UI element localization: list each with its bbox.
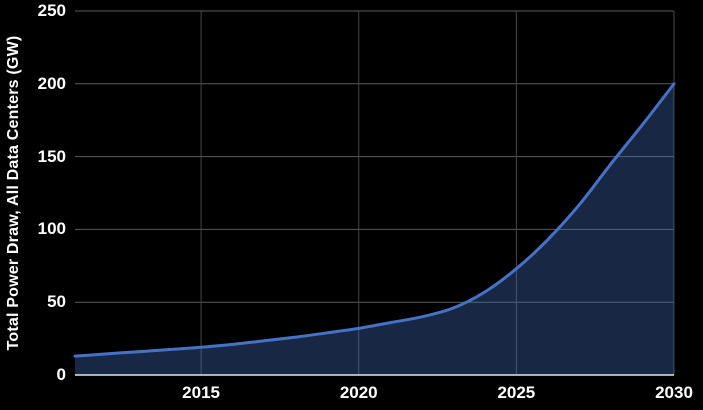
y-tick-label: 100: [37, 219, 66, 239]
x-tick-label: 2030: [655, 383, 693, 402]
y-tick-label: 150: [37, 146, 66, 166]
x-tick-label: 2020: [339, 383, 378, 402]
y-tick-label: 50: [47, 292, 66, 312]
y-tick-label: 0: [56, 365, 66, 384]
x-tick-label: 2015: [182, 383, 220, 402]
y-tick-label: 200: [37, 73, 66, 93]
x-tick-label: 2025: [497, 383, 536, 402]
series-line: [73, 82, 676, 358]
area-fill: [75, 83, 674, 376]
y-tick-label: 250: [37, 1, 66, 20]
